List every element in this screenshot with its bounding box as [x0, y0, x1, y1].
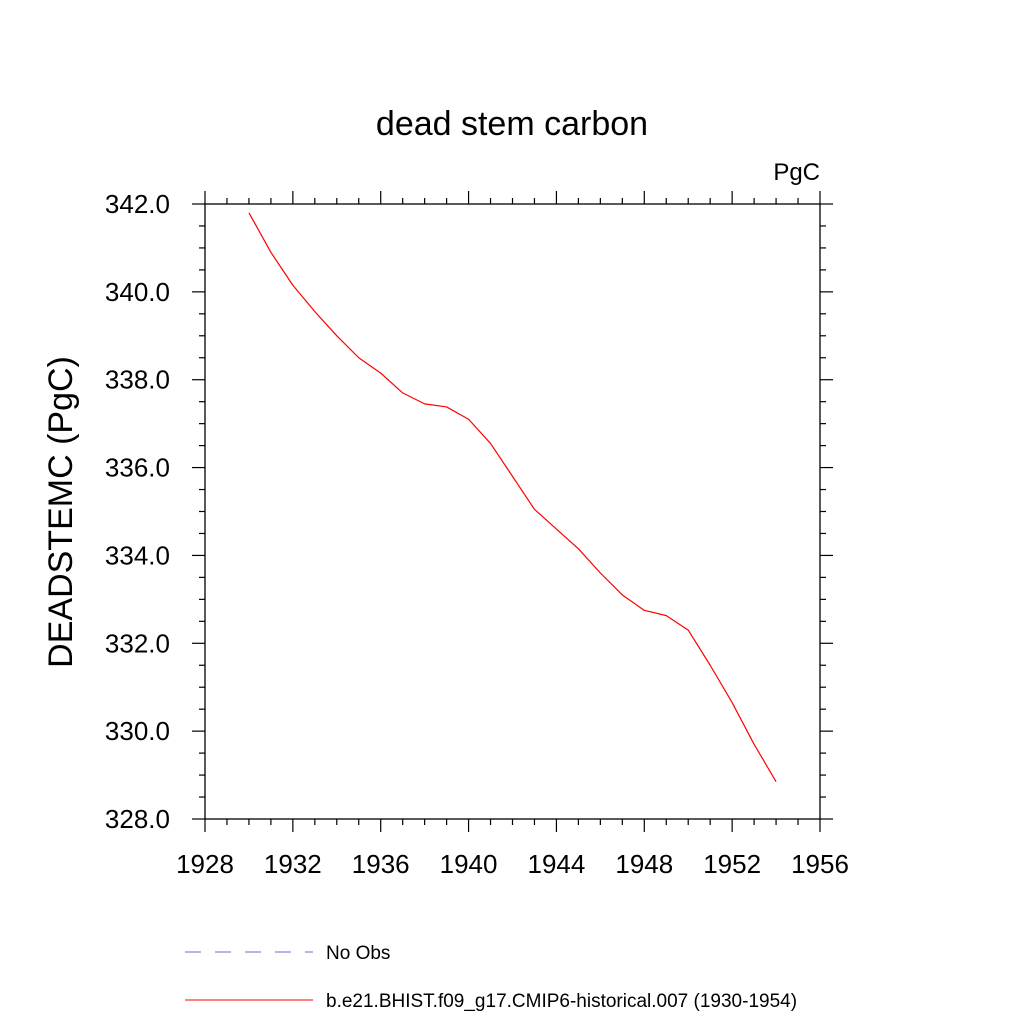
x-tick-label: 1952 [703, 849, 761, 879]
y-tick-label: 338.0 [105, 365, 170, 395]
units-label: PgC [773, 159, 820, 186]
plot-frame [204, 203, 821, 820]
y-tick-label: 330.0 [105, 716, 170, 746]
y-tick-label: 340.0 [105, 277, 170, 307]
y-tick-label: 334.0 [105, 540, 170, 570]
legend-label-0: No Obs [326, 943, 390, 964]
y-tick-label: 328.0 [105, 804, 170, 834]
x-tick-label: 1944 [528, 849, 586, 879]
y-tick-label: 336.0 [105, 453, 170, 483]
x-tick-label: 1928 [176, 849, 234, 879]
chart-title: dead stem carbon [376, 105, 648, 143]
axis-ticks [192, 191, 833, 832]
x-tick-label: 1936 [352, 849, 410, 879]
tick-labels: 1928 1932 1936 1940 1944 1948 1952 1956 328.0 330… [105, 189, 849, 879]
series-line-0 [248, 212, 777, 782]
x-tick-label: 1948 [615, 849, 673, 879]
series-layer [248, 212, 777, 782]
x-tick-label: 1956 [791, 849, 849, 879]
legend-label-1: b.e21.BHIST.f09_g17.CMIP6-historical.007… [326, 991, 797, 1012]
y-tick-label: 342.0 [105, 189, 170, 219]
y-tick-label: 332.0 [105, 628, 170, 658]
legend: No Obs b.e21.BHIST.f09_g17.CMIP6-historic… [185, 943, 797, 1012]
x-tick-label: 1932 [264, 849, 322, 879]
y-axis-label: DEADSTEMC (PgC) [42, 356, 80, 668]
x-tick-label: 1940 [440, 849, 498, 879]
